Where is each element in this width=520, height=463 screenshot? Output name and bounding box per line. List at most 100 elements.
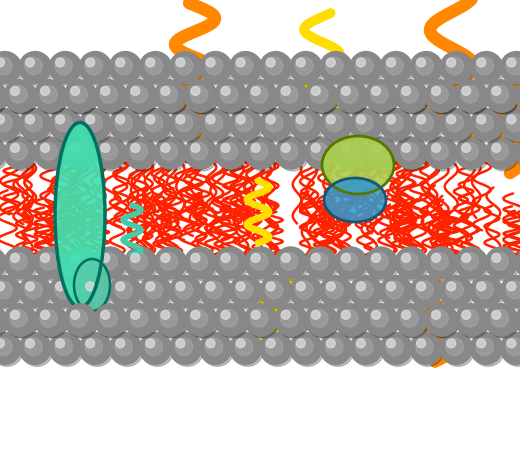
Circle shape [36, 306, 68, 338]
Circle shape [456, 137, 487, 169]
Circle shape [19, 275, 51, 307]
Circle shape [0, 249, 8, 281]
Circle shape [380, 108, 412, 140]
Circle shape [470, 332, 502, 364]
Circle shape [49, 51, 81, 83]
Circle shape [126, 139, 158, 171]
Circle shape [281, 310, 290, 319]
Circle shape [506, 57, 520, 75]
Circle shape [231, 111, 264, 143]
Circle shape [515, 247, 520, 279]
Circle shape [10, 86, 27, 103]
Circle shape [25, 114, 42, 131]
Circle shape [462, 310, 471, 319]
Circle shape [175, 57, 193, 75]
Circle shape [94, 247, 126, 279]
Circle shape [322, 277, 354, 309]
Circle shape [380, 275, 412, 307]
Circle shape [492, 144, 501, 152]
Circle shape [172, 111, 203, 143]
Circle shape [322, 54, 354, 86]
Circle shape [275, 80, 307, 112]
Circle shape [335, 304, 367, 336]
Circle shape [371, 87, 381, 95]
Circle shape [296, 115, 305, 124]
Circle shape [371, 144, 381, 152]
Circle shape [126, 82, 158, 114]
Circle shape [190, 86, 208, 103]
Circle shape [55, 57, 72, 75]
Circle shape [485, 137, 517, 169]
Circle shape [19, 332, 51, 364]
Circle shape [461, 310, 478, 327]
Circle shape [320, 332, 352, 364]
Circle shape [290, 108, 322, 140]
Circle shape [337, 82, 369, 114]
Circle shape [350, 332, 382, 364]
Circle shape [517, 82, 520, 114]
Circle shape [506, 114, 520, 131]
Circle shape [25, 115, 34, 124]
Circle shape [427, 306, 459, 338]
Circle shape [220, 86, 238, 103]
Circle shape [352, 54, 384, 86]
Circle shape [326, 114, 343, 131]
Circle shape [382, 54, 414, 86]
Circle shape [245, 80, 277, 112]
Circle shape [40, 143, 57, 160]
Circle shape [246, 82, 279, 114]
Circle shape [191, 144, 200, 152]
Circle shape [157, 82, 188, 114]
Circle shape [305, 80, 337, 112]
Circle shape [277, 82, 309, 114]
Circle shape [139, 51, 172, 83]
Circle shape [141, 111, 173, 143]
Circle shape [246, 82, 279, 114]
Circle shape [477, 115, 486, 124]
Circle shape [280, 143, 298, 160]
Circle shape [250, 253, 268, 270]
Circle shape [371, 310, 381, 319]
Circle shape [517, 306, 520, 338]
Circle shape [447, 282, 456, 291]
Circle shape [51, 54, 83, 86]
Circle shape [205, 281, 223, 299]
Circle shape [417, 58, 425, 67]
Circle shape [0, 114, 12, 131]
Circle shape [34, 304, 66, 336]
Circle shape [10, 253, 19, 263]
Circle shape [397, 306, 429, 338]
Circle shape [100, 86, 118, 103]
Circle shape [109, 275, 141, 307]
Circle shape [431, 310, 448, 327]
Circle shape [440, 51, 472, 83]
Circle shape [40, 310, 57, 327]
Circle shape [432, 87, 440, 95]
Circle shape [0, 51, 21, 83]
Circle shape [221, 87, 230, 95]
Circle shape [141, 277, 173, 309]
Circle shape [395, 80, 427, 112]
Circle shape [216, 82, 249, 114]
Circle shape [4, 80, 36, 112]
Circle shape [187, 306, 218, 338]
Circle shape [311, 253, 320, 263]
Circle shape [507, 339, 516, 348]
Circle shape [280, 86, 298, 103]
Circle shape [100, 86, 118, 103]
Circle shape [250, 310, 268, 327]
Circle shape [295, 338, 313, 356]
Circle shape [66, 139, 98, 171]
Ellipse shape [324, 178, 386, 222]
Circle shape [130, 310, 148, 327]
Circle shape [4, 137, 36, 169]
Circle shape [0, 339, 4, 348]
Circle shape [216, 306, 249, 338]
Circle shape [352, 277, 384, 309]
Circle shape [40, 253, 57, 270]
Circle shape [266, 115, 275, 124]
Circle shape [231, 334, 264, 366]
Circle shape [356, 114, 373, 131]
Circle shape [251, 310, 260, 319]
Circle shape [71, 310, 80, 319]
